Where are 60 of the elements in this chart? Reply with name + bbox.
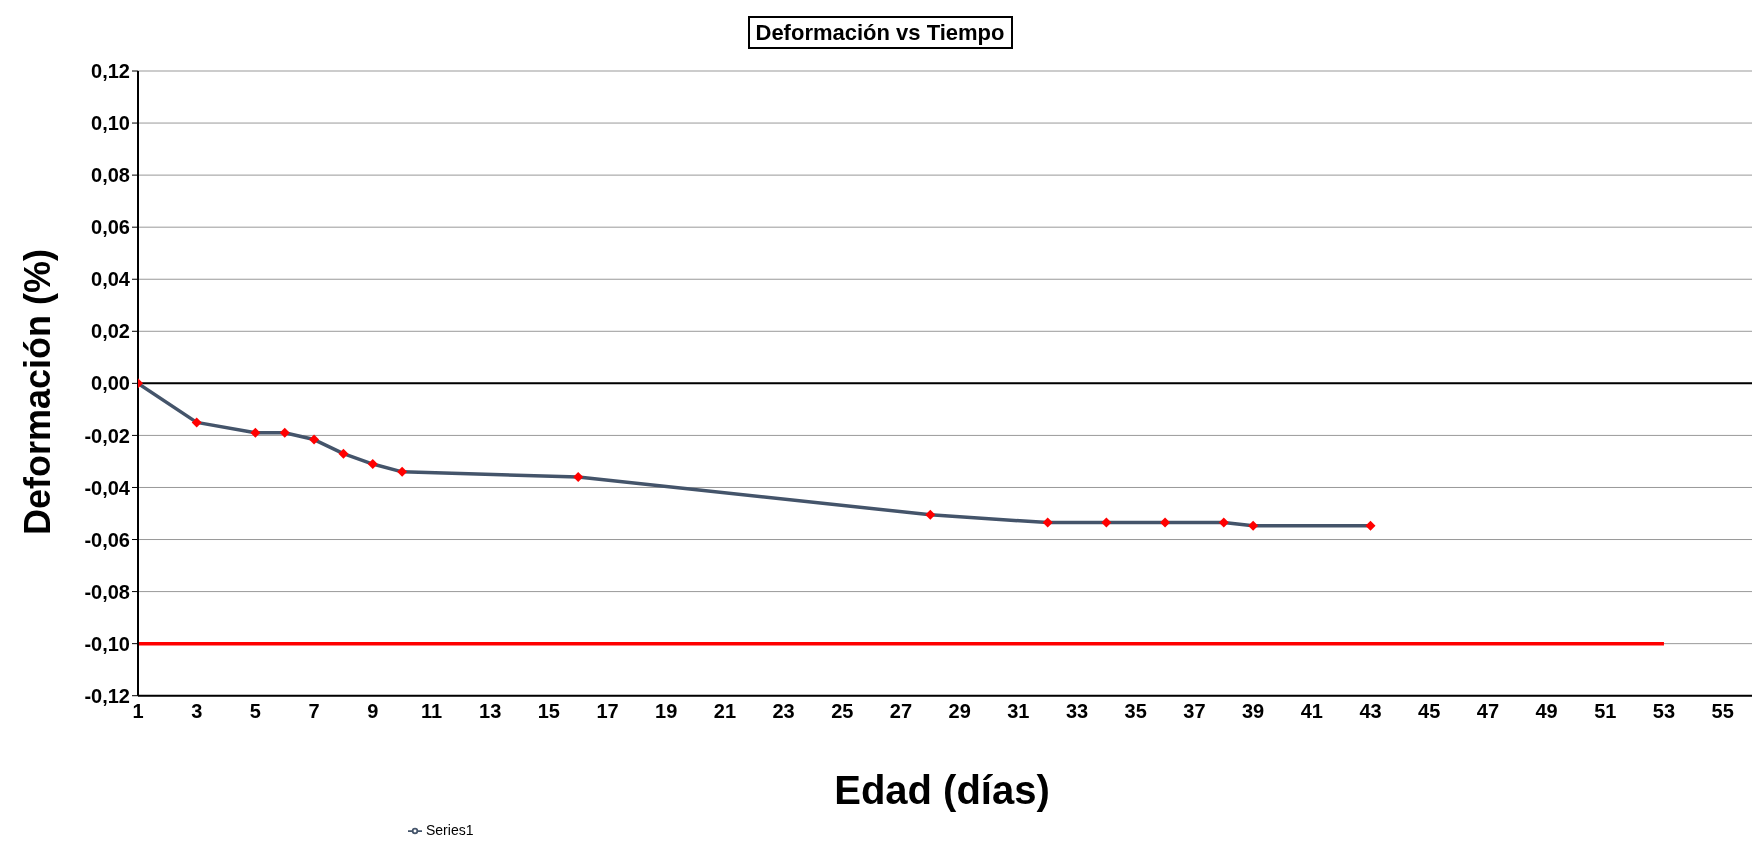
point: [1101, 517, 1112, 528]
x-tick-label: 35: [1124, 699, 1147, 722]
x-axis-title: Edad (días): [833, 768, 1051, 813]
x-tick-label: 29: [948, 699, 971, 722]
x-tick-label: 5: [249, 699, 261, 722]
y-tick-label: -0,08: [84, 580, 130, 603]
chart-title: Deformación vs Tiempo: [747, 16, 1013, 49]
point: [397, 466, 408, 477]
point: [1160, 517, 1171, 528]
x-tick-label: 13: [479, 699, 502, 722]
x-tick-label: 51: [1594, 699, 1617, 722]
x-tick-label: 15: [537, 699, 560, 722]
y-tick-label: 0,08: [91, 164, 130, 187]
y-axis-title: Deformación (%): [17, 248, 59, 536]
y-tick-label: 0,12: [91, 60, 130, 83]
x-tick-label: 49: [1535, 699, 1558, 722]
x-tick-label: 37: [1183, 699, 1206, 722]
y-tick-label: -0,02: [84, 424, 130, 447]
legend-label: Series1: [426, 821, 474, 838]
x-tick-label: 55: [1711, 699, 1734, 722]
point: [338, 448, 349, 459]
x-tick-label: 41: [1300, 699, 1323, 722]
x-tick-label: 39: [1242, 699, 1265, 722]
y-tick-label: 0,10: [91, 112, 130, 135]
y-tick-label: 0,04: [91, 268, 131, 291]
point: [573, 472, 584, 483]
x-tick-label: 25: [831, 699, 854, 722]
x-tick-label: 45: [1418, 699, 1441, 722]
point: [1218, 517, 1229, 528]
y-tick-label: -0,06: [84, 528, 130, 551]
y-tick-label: 0,00: [91, 372, 130, 395]
x-tick-label: 43: [1359, 699, 1382, 722]
y-tick-label: 0,06: [91, 216, 130, 239]
x-tick-label: 3: [191, 699, 203, 722]
x-tick-label: 27: [889, 699, 913, 722]
y-tick-label: -0,10: [84, 632, 130, 655]
x-tick-label: 47: [1476, 699, 1500, 722]
x-tick-label: 19: [655, 699, 678, 722]
x-tick-label: 11: [420, 699, 443, 722]
x-tick-label: 9: [367, 699, 379, 722]
point: [367, 459, 378, 470]
x-tick-label: 31: [1007, 699, 1030, 722]
point: [1042, 517, 1053, 528]
point: [250, 427, 261, 438]
x-tick-label: 1: [132, 699, 144, 722]
y-tick-label: -0,12: [84, 684, 130, 707]
x-tick-label: 53: [1652, 699, 1676, 722]
x-tick-label: 21: [713, 699, 737, 722]
point: [279, 427, 290, 438]
x-tick-label: 7: [308, 699, 320, 722]
point: [191, 417, 202, 428]
y-tick-label: -0,04: [84, 476, 131, 499]
point: [925, 509, 936, 520]
point: [1365, 520, 1376, 531]
x-tick-label: 33: [1065, 699, 1089, 722]
x-tick-label: 17: [596, 699, 619, 722]
y-tick-label: 0,02: [91, 320, 130, 343]
x-tick-label: 23: [772, 699, 795, 722]
point: [1248, 520, 1259, 531]
point: [309, 434, 320, 445]
